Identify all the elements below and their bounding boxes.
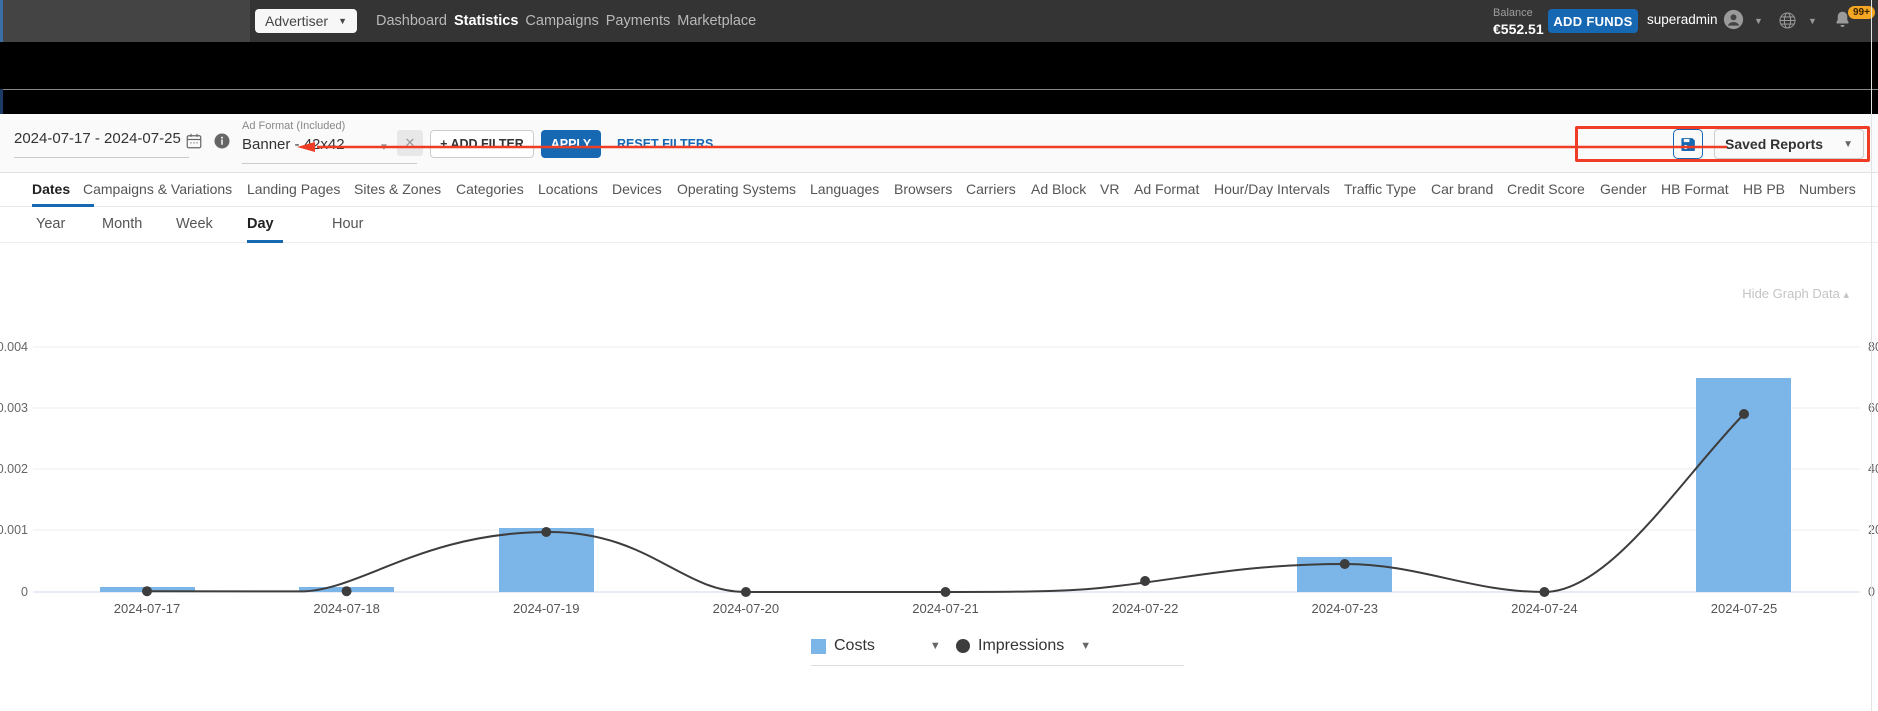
svg-text:2024-07-18: 2024-07-18 <box>313 601 380 616</box>
svg-text:2024-07-20: 2024-07-20 <box>713 601 780 616</box>
svg-text:0: 0 <box>21 585 28 599</box>
svg-text:0.001: 0.001 <box>0 523 28 537</box>
svg-text:2024-07-24: 2024-07-24 <box>1511 601 1578 616</box>
svg-text:2024-07-23: 2024-07-23 <box>1312 601 1379 616</box>
svg-text:60: 60 <box>1868 401 1878 415</box>
svg-text:40: 40 <box>1868 462 1878 476</box>
svg-text:2024-07-19: 2024-07-19 <box>513 601 580 616</box>
svg-text:2024-07-21: 2024-07-21 <box>912 601 979 616</box>
svg-text:0.004: 0.004 <box>0 340 28 354</box>
svg-text:80: 80 <box>1868 340 1878 354</box>
svg-text:2024-07-25: 2024-07-25 <box>1711 601 1778 616</box>
svg-text:2024-07-17: 2024-07-17 <box>114 601 181 616</box>
svg-text:0.002: 0.002 <box>0 462 28 476</box>
svg-text:20: 20 <box>1868 523 1878 537</box>
svg-text:2024-07-22: 2024-07-22 <box>1112 601 1179 616</box>
svg-text:0.003: 0.003 <box>0 401 28 415</box>
